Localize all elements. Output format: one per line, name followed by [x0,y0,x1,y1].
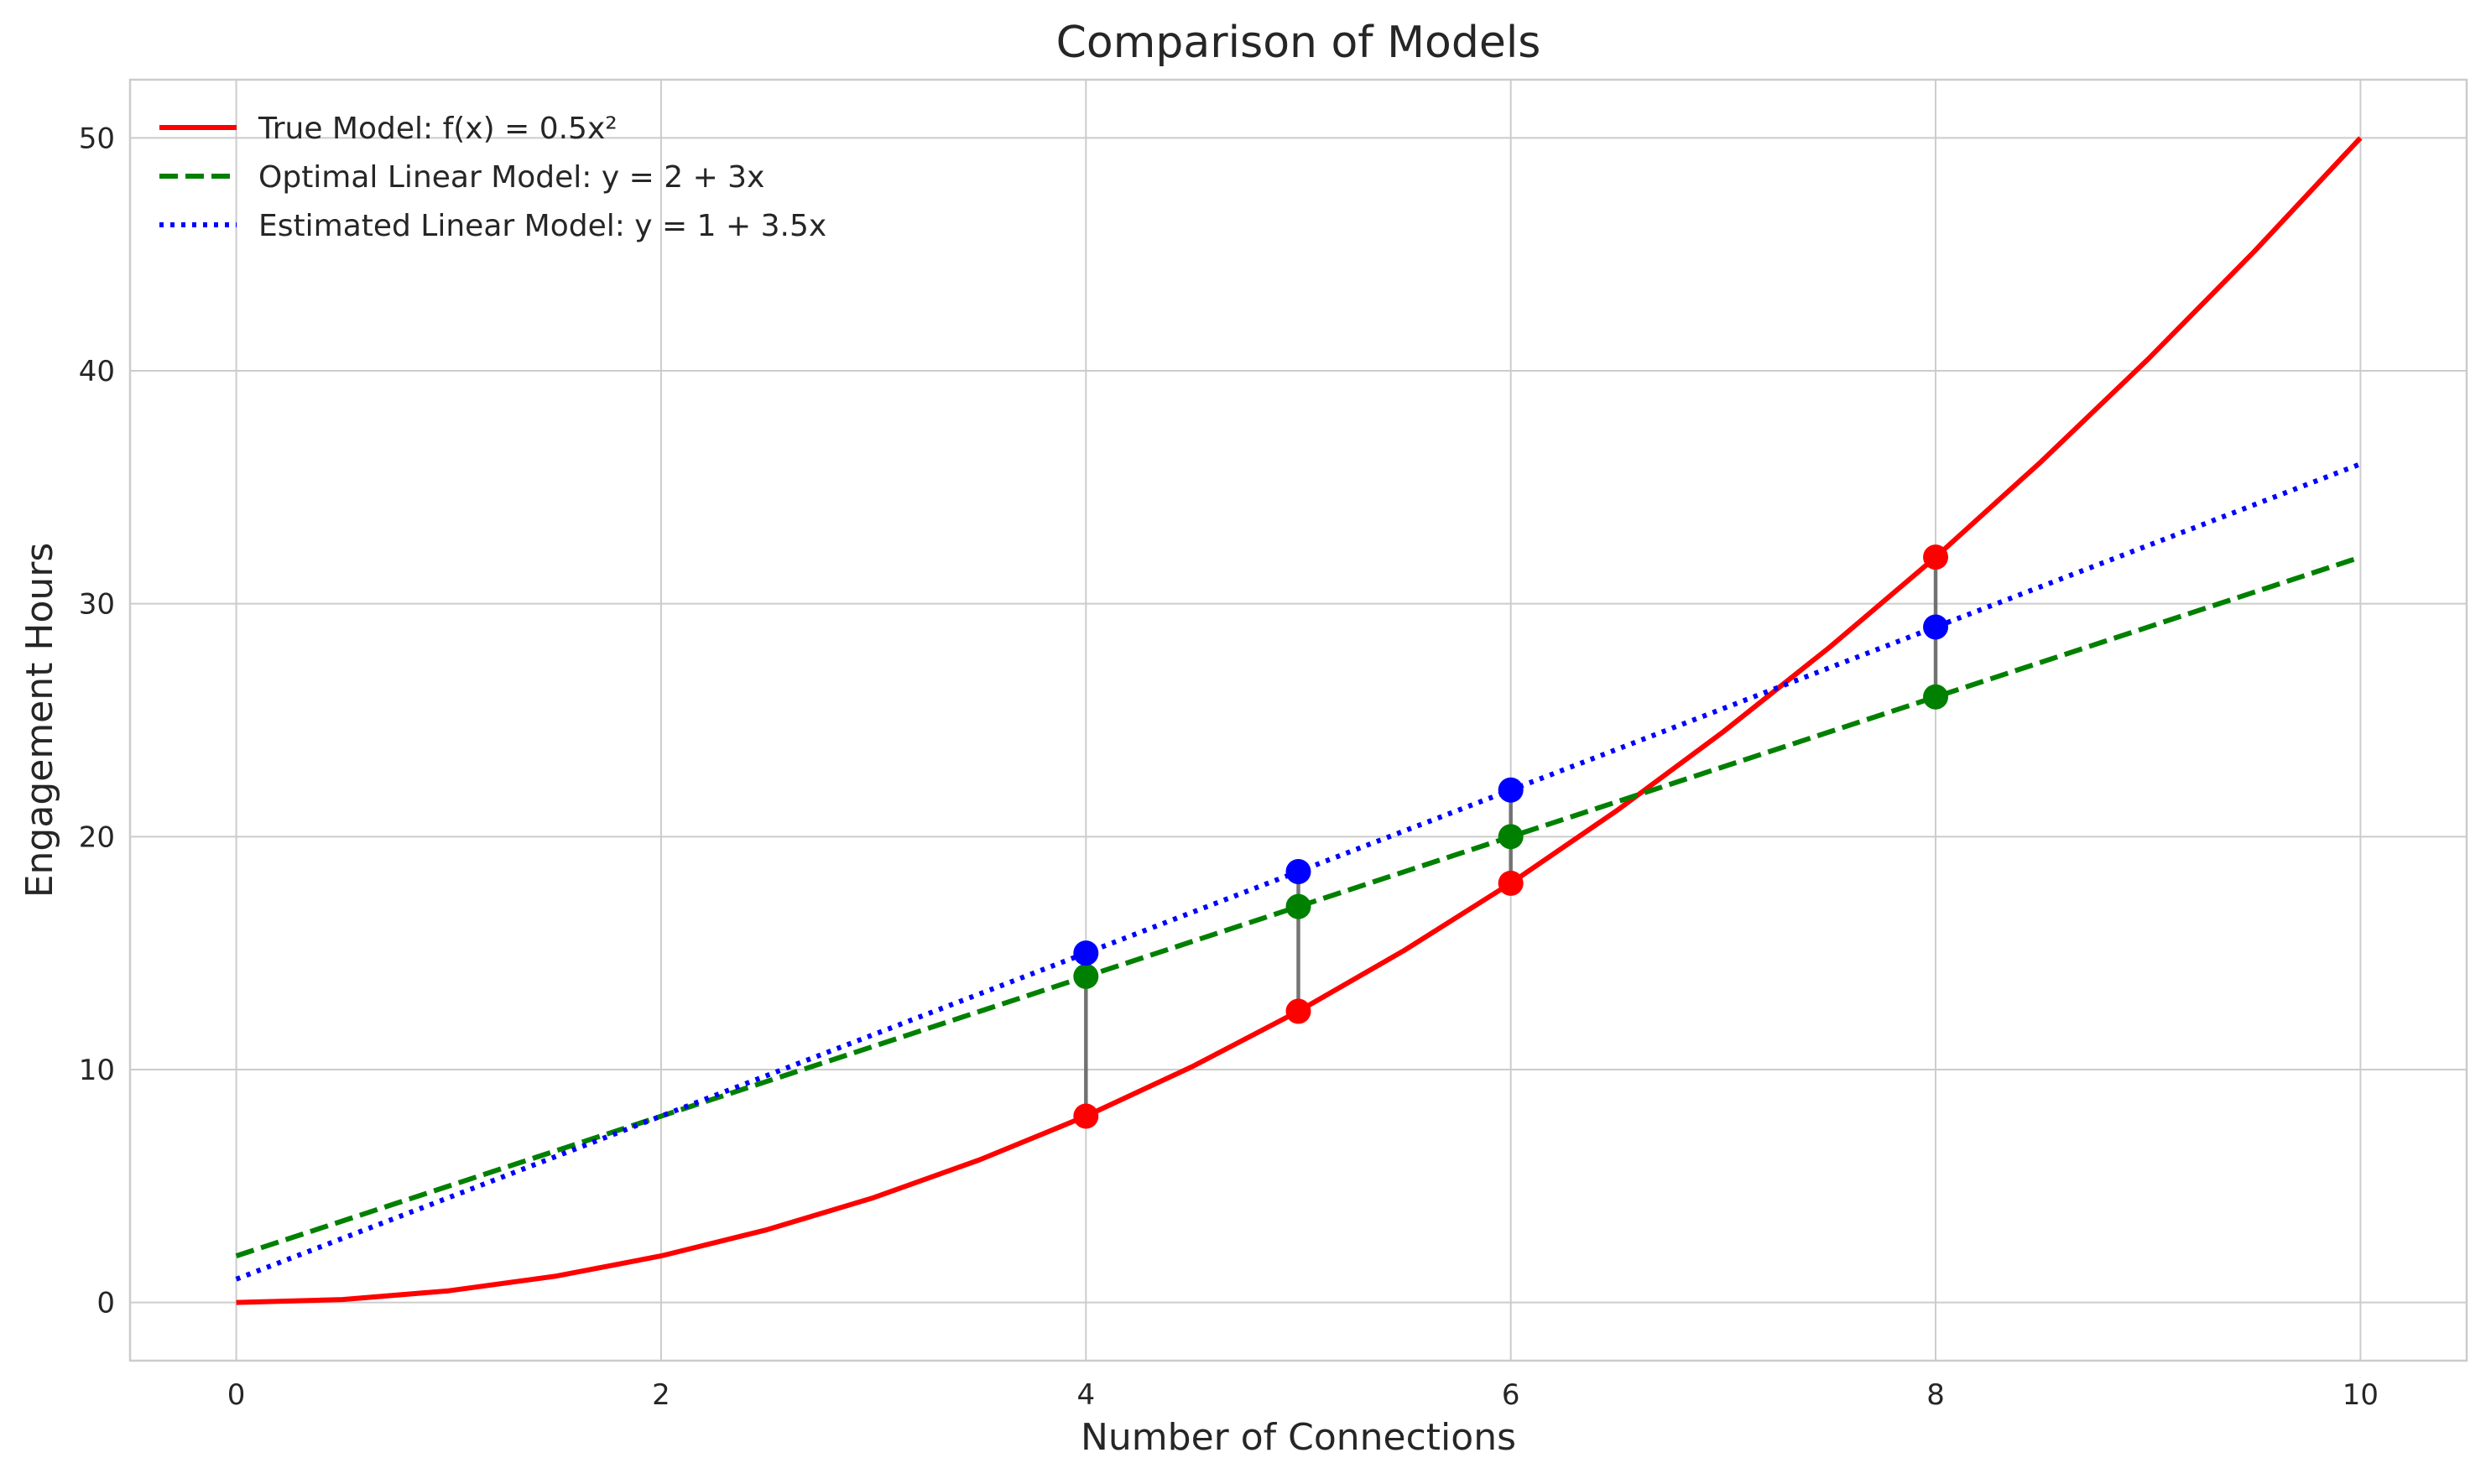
x-tick-label-6: 6 [1502,1378,1520,1412]
y-axis-label: Engagement Hours [18,543,61,898]
y-tick-label-50: 50 [79,122,115,155]
y-tick-label-10: 10 [79,1054,115,1087]
optimal-point-x-5 [1285,893,1311,919]
optimal-point-x-4 [1073,963,1099,989]
chart-title: Comparison of Models [1056,18,1541,68]
x-tick-label-10: 10 [2342,1378,2379,1412]
optimal-point-x-8 [1923,684,1949,710]
plot-frame [128,78,2468,1362]
legend-true-model-label: True Model: f(x) = 0.5x² [258,112,618,146]
y-tick-label-40: 40 [79,355,115,388]
x-tick-label-8: 8 [1926,1378,1945,1412]
estimated-point-x-4 [1073,940,1099,966]
tick-labels: 0 2 4 6 8 10 0 10 20 30 40 50 [79,122,2379,1412]
y-tick-label-30: 30 [79,588,115,622]
data-points [1073,544,1949,1129]
estimated-point-x-6 [1498,777,1524,803]
optimal-linear-line [235,555,2362,1258]
y-tick-label-20: 20 [79,820,115,854]
x-tick-label-0: 0 [227,1378,246,1412]
x-tick-label-2: 2 [652,1378,670,1412]
legend-optimal-linear-label: Optimal Linear Model: y = 2 + 3x [258,160,764,195]
optimal-point-x-6 [1498,824,1524,850]
x-axis-label: Number of Connections [1081,1416,1516,1459]
y-tick-label-0: 0 [96,1287,115,1320]
estimated-point-x-8 [1923,614,1949,640]
true-point-x-6 [1498,870,1524,896]
estimated-point-x-5 [1285,858,1311,884]
legend-estimated-linear-label: Estimated Linear Model: y = 1 + 3.5x [258,209,826,243]
x-tick-label-4: 4 [1076,1378,1095,1412]
true-point-x-5 [1285,998,1311,1024]
legend: True Model: f(x) = 0.5x² Optimal Linear M… [159,112,826,243]
true-point-x-8 [1923,544,1949,570]
true-point-x-4 [1073,1103,1099,1129]
grid [130,80,2467,1361]
